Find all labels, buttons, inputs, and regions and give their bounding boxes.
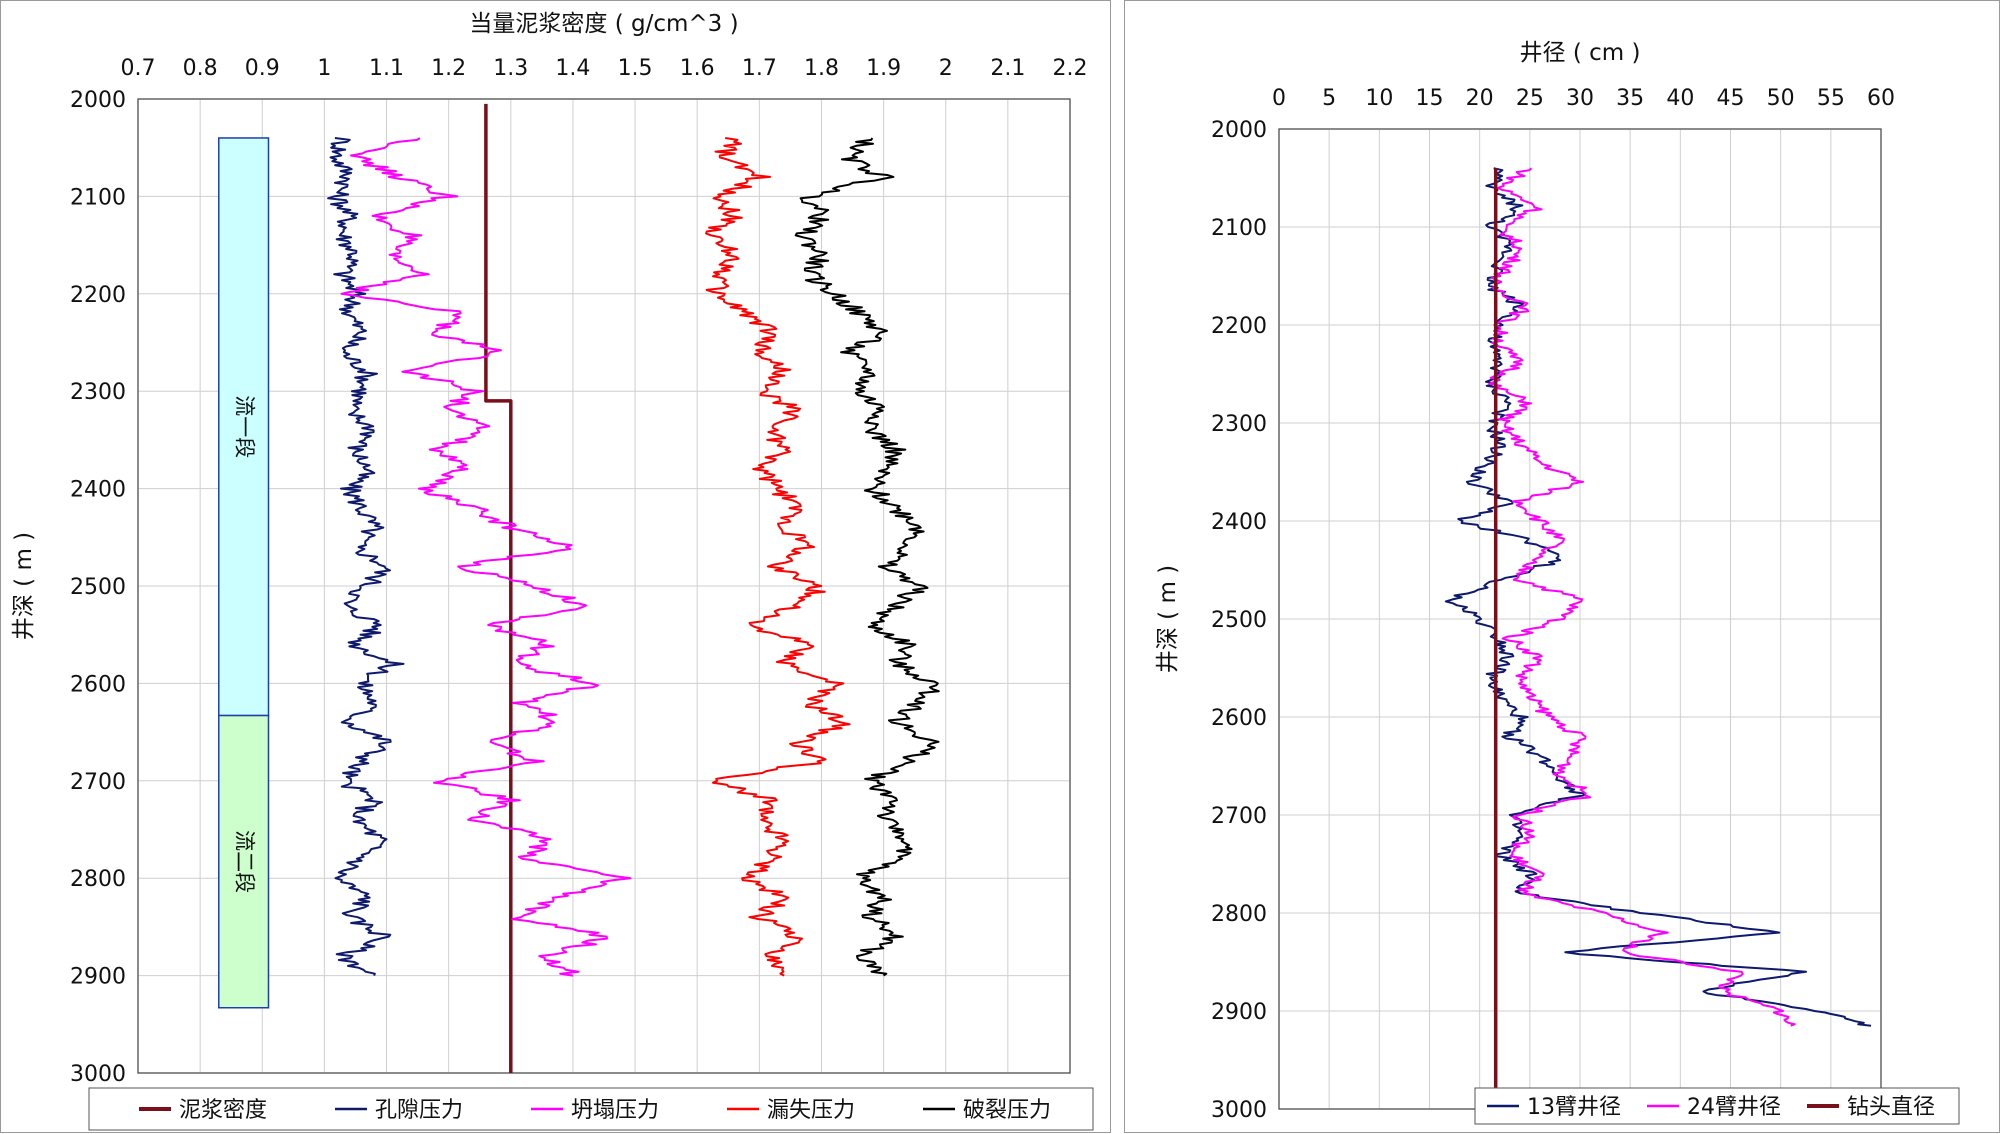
x-tick-label: 1.6 (680, 56, 715, 81)
x-tick-label: 1.4 (555, 56, 590, 81)
y-axis-title: 井深 ( m ) (1155, 565, 1181, 673)
legend-box (1474, 1087, 1960, 1125)
x-tick-label: 2.1 (990, 56, 1025, 81)
y-tick-label: 2300 (1211, 412, 1267, 437)
y-tick-label: 2700 (70, 770, 126, 795)
legend-label: 破裂压力 (963, 1098, 1051, 1123)
y-tick-label: 2200 (70, 283, 126, 308)
x-axis-title: 井径 ( cm ) (1520, 40, 1641, 66)
y-tick-label: 3000 (70, 1062, 126, 1087)
mud-density-chart: 0.7 0.8 0.9 1 1.1 1.2 1.3 1.4 1.5 1.6 1.7 1.8 1.9 2 2.… (11, 11, 1094, 1131)
y-tick-label: 2000 (1211, 118, 1267, 143)
x-tick-label: 0.9 (245, 56, 280, 81)
series-line (327, 137, 405, 976)
y-axis-title: 井深 ( m ) (11, 532, 37, 640)
x-tick-label: 0 (1272, 86, 1286, 111)
y-tick-label: 2100 (1211, 216, 1267, 241)
y-tick-label: 2900 (70, 965, 126, 990)
formation-zone (218, 137, 270, 717)
y-tick-label: 2400 (1211, 510, 1267, 535)
y-tick-label: 2600 (70, 672, 126, 697)
y-tick-label: 2500 (1211, 608, 1267, 633)
y-tick-label: 2000 (70, 88, 126, 113)
legend-label: 泥浆密度 (179, 1098, 267, 1123)
legend-label: 13臂井径 (1527, 1095, 1621, 1120)
x-tick-label: 1.1 (369, 56, 404, 81)
y-tick-label: 2300 (70, 380, 126, 405)
legend-label: 钻头直径 (1847, 1095, 1935, 1120)
x-tick-label: 1.7 (742, 56, 777, 81)
y-tick-label: 2600 (1211, 706, 1267, 731)
x-tick-label: 40 (1666, 86, 1694, 111)
formation-zone-label: 流二段 (233, 830, 257, 893)
y-tick-label: 2700 (1211, 804, 1267, 829)
chart-panel-mud-density: 0.7 0.8 0.9 1 1.1 1.2 1.3 1.4 1.5 1.6 1.7 1.8 1.9 2 2.… (0, 0, 1111, 1133)
y-tick-label: 2800 (70, 867, 126, 892)
x-tick-label: 1 (317, 56, 331, 81)
y-tick-label: 2800 (1211, 902, 1267, 927)
x-tick-label: 5 (1322, 86, 1336, 111)
x-tick-label: 1.2 (431, 56, 466, 81)
formation-zone-label: 流一段 (233, 395, 257, 458)
x-tick-label: 50 (1767, 86, 1795, 111)
x-tick-label: 1.5 (618, 56, 653, 81)
series-line (794, 137, 940, 977)
series-line (705, 137, 851, 977)
legend-label: 24臂井径 (1687, 1095, 1781, 1120)
chart-panel-hole-diameter: 0 5 10 15 20 25 30 35 40 45 50 55 60 2000 2100 2200 2300… (1124, 0, 2000, 1133)
x-tick-label: 1.3 (493, 56, 528, 81)
x-tick-label: 60 (1867, 86, 1895, 111)
y-tick-label: 2900 (1211, 1000, 1267, 1025)
legend-label: 漏失压力 (767, 1098, 855, 1123)
y-tick-label: 3000 (1211, 1098, 1267, 1123)
legend-label: 孔隙压力 (375, 1098, 463, 1123)
x-tick-label: 10 (1365, 86, 1393, 111)
y-tick-label: 2100 (70, 185, 126, 210)
x-tick-label: 25 (1516, 86, 1544, 111)
x-tick-label: 2.2 (1053, 56, 1088, 81)
y-tick-label: 2500 (70, 575, 126, 600)
hole-diameter-chart: 0 5 10 15 20 25 30 35 40 45 50 55 60 2000 2100 2200 2300… (1155, 40, 1960, 1125)
x-tick-label: 15 (1416, 86, 1444, 111)
y-tick-label: 2200 (1211, 314, 1267, 339)
x-axis-title: 当量泥浆密度 ( g/cm^3 ) (469, 11, 738, 37)
x-tick-label: 2 (939, 56, 953, 81)
x-tick-label: 20 (1466, 86, 1494, 111)
series-line (484, 103, 513, 1073)
plot-border (137, 98, 1071, 1074)
legend-label: 坍塌压力 (571, 1098, 659, 1123)
legend-box (88, 1087, 1094, 1131)
x-tick-label: 1.8 (804, 56, 839, 81)
y-tick-label: 2400 (70, 478, 126, 503)
x-tick-label: 30 (1566, 86, 1594, 111)
x-tick-label: 55 (1817, 86, 1845, 111)
x-tick-label: 0.7 (121, 56, 156, 81)
series-line (1488, 167, 1796, 1027)
x-tick-label: 45 (1717, 86, 1745, 111)
series-line (340, 137, 632, 977)
x-tick-label: 35 (1616, 86, 1644, 111)
x-tick-label: 1.9 (866, 56, 901, 81)
formation-zone (218, 714, 270, 1009)
x-tick-label: 0.8 (183, 56, 218, 81)
